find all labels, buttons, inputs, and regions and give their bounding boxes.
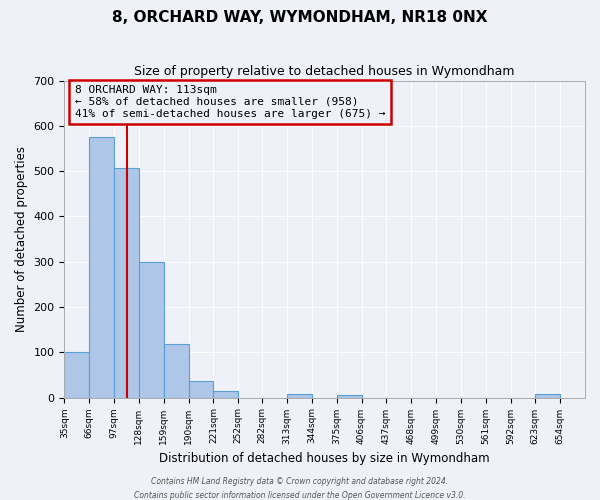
X-axis label: Distribution of detached houses by size in Wymondham: Distribution of detached houses by size … [160,452,490,465]
Bar [337,395,362,398]
Bar [535,394,560,398]
Text: 8 ORCHARD WAY: 113sqm
← 58% of detached houses are smaller (958)
41% of semi-det: 8 ORCHARD WAY: 113sqm ← 58% of detached … [75,86,385,118]
Bar [139,262,164,398]
Title: Size of property relative to detached houses in Wymondham: Size of property relative to detached ho… [134,65,515,78]
Bar [64,352,89,398]
Y-axis label: Number of detached properties: Number of detached properties [15,146,28,332]
Text: Contains HM Land Registry data © Crown copyright and database right 2024.
Contai: Contains HM Land Registry data © Crown c… [134,478,466,500]
Bar [89,137,114,398]
Bar [164,344,188,398]
Bar [188,381,214,398]
Bar [287,394,312,398]
Bar [214,391,238,398]
Bar [114,168,139,398]
Text: 8, ORCHARD WAY, WYMONDHAM, NR18 0NX: 8, ORCHARD WAY, WYMONDHAM, NR18 0NX [112,10,488,25]
